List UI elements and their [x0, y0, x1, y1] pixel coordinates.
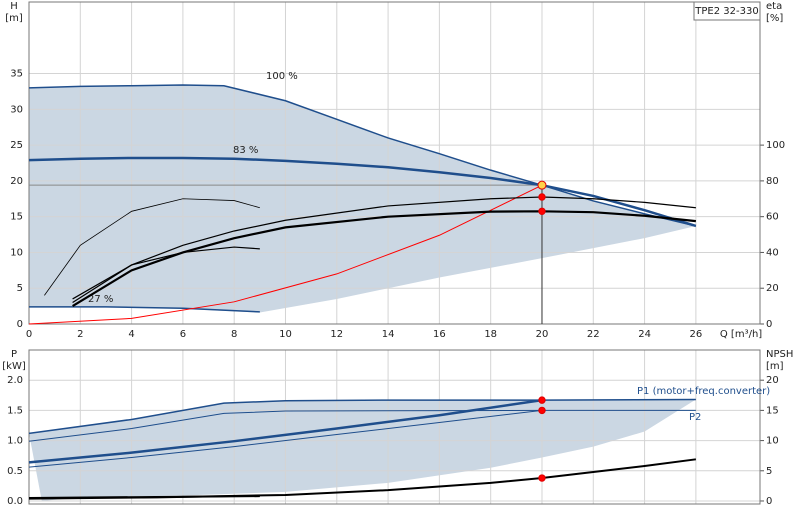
- curve: [29, 306, 260, 313]
- y-axis-label: H: [10, 1, 18, 12]
- curve: [28, 184, 543, 325]
- curve: [28, 495, 260, 499]
- x-tick-label: 24: [638, 329, 651, 340]
- curve: [44, 198, 260, 296]
- curve-label: 83 %: [233, 145, 258, 156]
- y2-axis-label: eta: [766, 1, 782, 12]
- duty-point: [537, 180, 547, 190]
- plot-frame: [28, 1, 761, 325]
- x-tick-label: 26: [690, 329, 703, 340]
- x-tick-label: 18: [484, 329, 497, 340]
- y-tick-label: 30: [10, 104, 23, 115]
- y-tick-label: 1.5: [7, 405, 23, 416]
- curve-label: P1 (motor+freq.converter): [637, 386, 770, 397]
- y2-tick-label: 20: [766, 375, 779, 386]
- y-tick-label: 5: [17, 283, 23, 294]
- y2-tick-label: 0: [766, 319, 772, 330]
- curve: [72, 246, 260, 300]
- y2-tick-label: 15: [766, 405, 779, 416]
- y2-tick-label: 20: [766, 283, 779, 294]
- y-axis-label: P: [11, 349, 17, 360]
- x-tick-label: 10: [279, 329, 292, 340]
- y-tick-label: 20: [10, 176, 23, 187]
- curve-label: 27 %: [88, 294, 113, 305]
- curve: [28, 398, 543, 464]
- y-tick-label: 25: [10, 140, 23, 151]
- y2-tick-label: 100: [766, 140, 785, 151]
- duty-point: [538, 396, 546, 404]
- x-tick-label: 0: [26, 329, 32, 340]
- y2-tick-label: 80: [766, 176, 779, 187]
- curve-label: P2: [689, 412, 701, 423]
- y2-axis-unit: [m]: [766, 361, 784, 372]
- x-tick-label: 8: [231, 329, 237, 340]
- x-tick-label: 6: [180, 329, 186, 340]
- y-tick-label: 35: [10, 69, 23, 80]
- curve-label: 100 %: [266, 71, 298, 82]
- y-tick-label: 0.0: [7, 496, 23, 507]
- curve: [72, 210, 696, 308]
- x-tick-label: 16: [433, 329, 446, 340]
- x-tick-label: 14: [382, 329, 395, 340]
- y2-tick-label: 0: [766, 496, 772, 507]
- curve: [72, 196, 696, 304]
- y-tick-label: 15: [10, 212, 23, 223]
- duty-point: [538, 207, 546, 216]
- y2-tick-label: 10: [766, 436, 779, 447]
- operating-range: [29, 399, 696, 501]
- plot-frame: [28, 349, 761, 505]
- x-tick-label: 20: [536, 329, 549, 340]
- chart-title: TPE2 32-330: [694, 6, 758, 17]
- y-axis-unit: [m]: [5, 13, 23, 24]
- y2-tick-label: 5: [766, 466, 772, 477]
- title-box: [693, 1, 761, 21]
- curve: [28, 156, 697, 228]
- duty-point: [538, 474, 546, 482]
- y2-tick-label: 60: [766, 212, 779, 223]
- x-tick-label: 4: [128, 329, 134, 340]
- y-axis-unit: [kW]: [2, 361, 26, 372]
- x-axis-label: Q [m³/h]: [720, 329, 762, 340]
- x-tick-label: 12: [330, 329, 343, 340]
- duty-point: [538, 193, 546, 201]
- x-tick-label: 2: [77, 329, 83, 340]
- y-tick-label: 2.0: [7, 375, 23, 386]
- duty-point: [538, 406, 546, 415]
- operating-range: [29, 85, 696, 313]
- y-tick-label: 0.5: [7, 466, 23, 477]
- y2-axis-unit: [%]: [766, 13, 783, 24]
- x-tick-label: 22: [587, 329, 600, 340]
- curve: [28, 409, 543, 468]
- y2-axis-label: NPSH: [766, 349, 793, 360]
- curve: [28, 409, 696, 442]
- y-tick-label: 0: [17, 319, 23, 330]
- y-tick-label: 10: [10, 247, 23, 258]
- y2-tick-label: 40: [766, 247, 779, 258]
- y-tick-label: 1.0: [7, 436, 23, 447]
